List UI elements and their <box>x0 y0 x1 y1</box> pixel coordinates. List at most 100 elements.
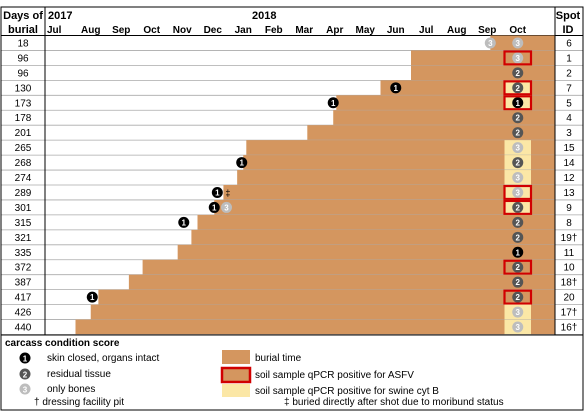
oct-score-circle <box>512 231 524 243</box>
oct-score-number: 3 <box>516 174 521 183</box>
spot-id-cell: 5 <box>566 98 572 109</box>
oct-score-number: 2 <box>516 114 521 123</box>
oct-score-circle <box>512 112 524 124</box>
oct-score-number: 2 <box>516 218 521 227</box>
oct-score-circle <box>512 127 524 139</box>
month-label-15: Oct <box>509 25 526 36</box>
table-frame <box>0 6 584 411</box>
oct-score-number: 2 <box>516 278 521 287</box>
burial-bar <box>142 259 555 275</box>
days-cell: 372 <box>15 263 32 274</box>
oct-score-number: 3 <box>516 323 521 332</box>
score-marker-0-number: 1 <box>331 99 336 108</box>
legend: carcass condition score 1 skin closed, o… <box>5 338 504 408</box>
header-days-line2: burial <box>8 24 38 36</box>
spot-id-cell: 6 <box>566 38 572 49</box>
asfv-positive-box <box>503 199 533 215</box>
score-marker-0-circle <box>211 186 223 198</box>
burial-bar <box>214 199 555 215</box>
month-label-9: Apr <box>326 25 343 36</box>
days-cell: 268 <box>15 158 32 169</box>
score-marker-0-number: 3 <box>488 39 493 48</box>
legend-swine-swatch <box>222 384 250 397</box>
legend-score3-marker <box>19 383 31 395</box>
legend-score1-marker <box>19 352 31 364</box>
legend-asfv-swatch <box>220 366 252 384</box>
oct-score-number: 2 <box>516 84 521 93</box>
legend-score2-number: 2 <box>23 371 28 380</box>
oct-score-circle <box>512 142 524 154</box>
spot-id-cell: 7 <box>566 83 572 94</box>
burial-bar <box>177 244 556 260</box>
oct-score-number: 3 <box>516 54 521 63</box>
month-label-13: Aug <box>447 25 466 36</box>
spot-id-cell: 17† <box>561 308 578 319</box>
oct-score-circle <box>512 291 524 303</box>
oct-score-circle <box>512 306 524 318</box>
table-row: 96 1 3 <box>1 50 583 66</box>
oct-score-number: 2 <box>516 293 521 302</box>
spot-id-cell: 3 <box>566 128 572 139</box>
burial-bar <box>223 185 556 200</box>
spot-id-cell: 9 <box>566 203 572 214</box>
month-labels: Jul Aug Sep Oct Nov Dec Jan Feb Mar Apr May Jun Jul A… <box>47 25 527 36</box>
table-row: 440 16† 3 <box>1 319 583 335</box>
spot-id-cell: 18† <box>561 278 578 289</box>
spot-id-cell: 13 <box>563 188 575 199</box>
spot-id-cell: 15 <box>563 143 575 154</box>
oct-score-circle <box>512 37 524 49</box>
asfv-positive-box <box>503 80 533 96</box>
score-marker-0-number: 1 <box>239 159 244 168</box>
legend-burial-swatch <box>222 350 250 364</box>
oct-score-circle <box>512 321 524 333</box>
spot-id-cell: 10 <box>563 263 575 274</box>
days-cell: 96 <box>17 53 29 64</box>
spot-id-cell: 4 <box>566 113 572 124</box>
days-cell: 178 <box>15 113 32 124</box>
oct-score-number: 2 <box>516 263 521 272</box>
month-label-4: Nov <box>173 25 192 36</box>
burial-bar <box>128 274 555 290</box>
table-row: 96 2 2 <box>1 65 583 81</box>
legend-score1-label: skin closed, organs intact <box>47 353 160 364</box>
legend-burial-label: burial time <box>255 353 302 364</box>
days-cell: 417 <box>15 293 32 304</box>
oct-score-number: 2 <box>516 159 521 168</box>
header-year-2018: 2018 <box>252 10 276 22</box>
month-label-3: Oct <box>143 25 160 36</box>
oct-score-number: 1 <box>516 99 521 108</box>
month-label-0: Jul <box>47 25 62 36</box>
oct-score-circle <box>512 246 524 258</box>
legend-dagger-note: † dressing facility pit <box>34 397 124 408</box>
score-marker-0-circle <box>484 37 496 49</box>
month-label-2: Sep <box>112 25 130 36</box>
oct-score-circle <box>512 67 524 79</box>
header-year-2017: 2017 <box>48 10 72 22</box>
days-cell: 387 <box>15 278 32 289</box>
days-cell: 321 <box>15 233 32 244</box>
days-cell: 426 <box>15 308 32 319</box>
burial-bar <box>411 50 555 66</box>
month-label-10: May <box>356 25 376 36</box>
days-cell: 201 <box>15 128 32 139</box>
table-row: 173 5 1 1 <box>1 95 583 111</box>
oct-score-circle <box>512 276 524 288</box>
month-label-1: Aug <box>81 25 100 36</box>
table-row: 130 7 1 2 <box>1 80 583 96</box>
asfv-positive-box <box>503 50 533 66</box>
burial-bar <box>98 289 555 305</box>
legend-swine-label: soil sample qPCR positive for swine cyt … <box>255 386 439 397</box>
spot-id-cell: 11 <box>564 248 575 259</box>
score-marker-0-circle <box>327 97 339 109</box>
oct-score-circle <box>512 157 524 169</box>
asfv-positive-box <box>503 95 533 111</box>
days-cell: 315 <box>15 218 32 229</box>
score-marker-0-circle <box>236 157 248 169</box>
score-marker-0-number: 1 <box>182 218 187 227</box>
spot-id-cell: 8 <box>566 218 572 229</box>
oct-score-circle <box>512 201 524 213</box>
burial-bar <box>191 229 555 245</box>
oct-score-number: 1 <box>516 248 521 257</box>
oct-score-number: 3 <box>516 308 521 317</box>
asfv-positive-box <box>503 289 533 305</box>
